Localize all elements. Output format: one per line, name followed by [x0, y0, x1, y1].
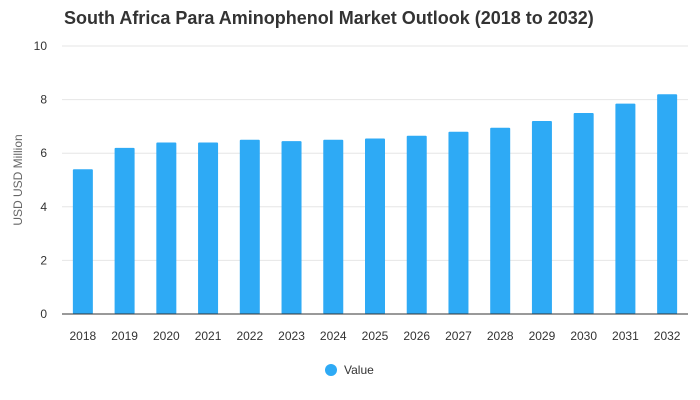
x-tick-label: 2030 — [570, 329, 597, 343]
x-tick-label: 2028 — [487, 329, 514, 343]
bar-2018[interactable] — [72, 169, 93, 314]
x-tick-label: 2025 — [362, 329, 389, 343]
x-tick-label: 2023 — [278, 329, 305, 343]
bar-2019[interactable] — [114, 147, 135, 314]
y-tick-label: 4 — [40, 200, 47, 214]
bar-2032[interactable] — [657, 94, 678, 315]
x-tick-label: 2031 — [612, 329, 639, 343]
bar-2030[interactable] — [573, 113, 594, 314]
axes: 0 2 4 6 8 10 2018 2019 2020 2021 2022 2023 2024 2025 2… — [34, 39, 688, 343]
bar-2021[interactable] — [198, 142, 219, 314]
x-tick-label: 2021 — [195, 329, 222, 343]
bar-2026[interactable] — [406, 135, 427, 314]
x-tick-label: 2029 — [529, 329, 556, 343]
bar-2022[interactable] — [239, 139, 260, 314]
x-tick-label: 2018 — [70, 329, 97, 343]
legend-label: Value — [344, 363, 374, 377]
legend[interactable]: Value — [325, 363, 374, 377]
bars — [72, 94, 678, 315]
bar-2024[interactable] — [323, 139, 344, 314]
chart-title: South Africa Para Aminophenol Market Out… — [64, 8, 594, 28]
x-tick-label: 2032 — [654, 329, 681, 343]
y-tick-label: 2 — [40, 253, 47, 267]
y-tick-label: 6 — [40, 146, 47, 160]
bar-2031[interactable] — [615, 103, 636, 315]
legend-marker — [325, 364, 337, 376]
x-tick-label: 2022 — [236, 329, 263, 343]
bar-2028[interactable] — [490, 127, 511, 315]
bar-2023[interactable] — [281, 141, 302, 314]
y-tick-label: 8 — [40, 93, 47, 107]
x-tick-label: 2027 — [445, 329, 472, 343]
x-tick-label: 2024 — [320, 329, 347, 343]
x-tick-label: 2020 — [153, 329, 180, 343]
y-tick-label: 0 — [40, 307, 47, 321]
x-tick-label: 2026 — [403, 329, 430, 343]
y-tick-label: 10 — [34, 39, 48, 53]
bar-2025[interactable] — [365, 138, 385, 314]
bar-2027[interactable] — [448, 131, 469, 314]
bar-2020[interactable] — [156, 142, 177, 314]
y-axis-title: USD USD Million — [11, 134, 25, 225]
bar-2029[interactable] — [531, 121, 552, 314]
x-tick-label: 2019 — [111, 329, 138, 343]
